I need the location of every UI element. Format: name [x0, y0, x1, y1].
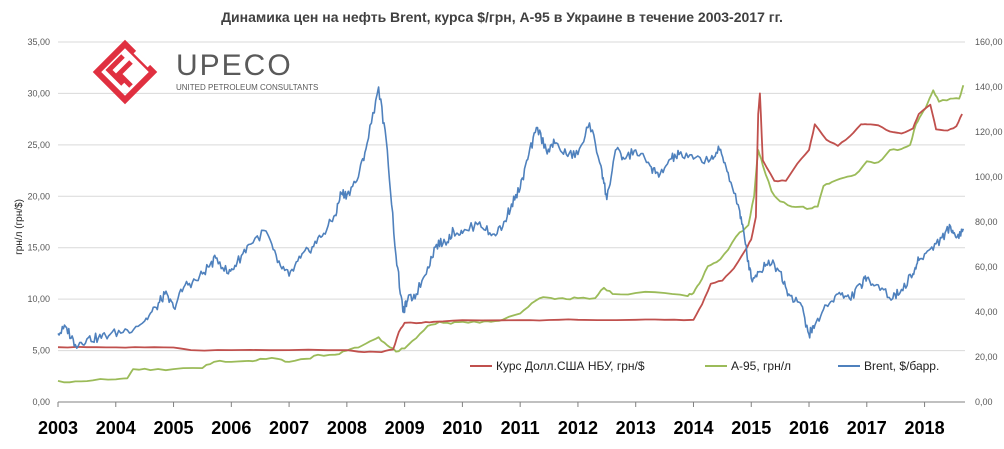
x-tick-label: 2017 [847, 418, 887, 438]
y-right-tick-label: 80,00 [975, 217, 998, 227]
legend-label: Курс Долл.США НБУ, грн/$ [496, 359, 645, 373]
series-line-1 [57, 84, 965, 384]
y-right-tick-label: 140,00 [975, 82, 1003, 92]
y-left-tick-label: 20,00 [27, 191, 50, 201]
x-tick-label: 2007 [269, 418, 309, 438]
grid-lines [58, 41, 965, 403]
y-left-tick-label: 25,00 [27, 140, 50, 150]
x-tick-label: 2012 [558, 418, 598, 438]
y-axis-left: 0,00 5,00 10,00 15,00 20,00 25,00 30,00 35,00 [27, 37, 50, 407]
series-line-2 [57, 86, 965, 349]
y-axis-right: 0,00 20,00 40,00 60,00 80,00 100,00 120,00 140,… [975, 37, 1003, 407]
x-tick-label: 2010 [442, 418, 482, 438]
y-left-tick-label: 35,00 [27, 37, 50, 47]
y-right-tick-label: 60,00 [975, 262, 998, 272]
y-right-tick-label: 160,00 [975, 37, 1003, 47]
y-right-tick-label: 20,00 [975, 352, 998, 362]
y-right-tick-label: 120,00 [975, 127, 1003, 137]
y-axis-label: грн/л (грн/$) [14, 199, 25, 255]
x-tick-label: 2014 [673, 418, 713, 438]
logo-brand: UPECO [176, 49, 293, 82]
y-right-tick-label: 40,00 [975, 307, 998, 317]
legend: Курс Долл.США НБУ, грн/$ А-95, грн/л Brent… [470, 359, 939, 373]
series-lines [57, 84, 965, 384]
upeco-logo-mark-icon [92, 39, 158, 105]
logo-subtitle: UNITED PETROLEUM CONSULTANTS [176, 83, 318, 92]
x-tick-label: 2015 [731, 418, 771, 438]
legend-label: А-95, грн/л [731, 359, 791, 373]
x-tick-label: 2009 [385, 418, 425, 438]
x-tick-label: 2013 [616, 418, 656, 438]
series-line-0 [57, 92, 963, 353]
y-right-tick-label: 0,00 [975, 397, 993, 407]
chart-title: Динамика цен на нефть Brent, курса $/грн… [221, 9, 783, 25]
x-axis: 2003 2004 2005 2006 2007 2008 2009 2010 2011 2012… [38, 402, 945, 438]
y-left-tick-label: 15,00 [27, 243, 50, 253]
y-left-tick-label: 10,00 [27, 294, 50, 304]
x-tick-label: 2018 [905, 418, 945, 438]
x-tick-label: 2004 [96, 418, 136, 438]
legend-label: Brent, $/барр. [864, 359, 939, 373]
x-tick-label: 2003 [38, 418, 78, 438]
x-tick-label: 2008 [327, 418, 367, 438]
x-tick-label: 2011 [501, 418, 540, 438]
y-left-tick-label: 0,00 [32, 397, 50, 407]
upeco-logo: UPECO UNITED PETROLEUM CONSULTANTS [92, 39, 318, 105]
y-left-tick-label: 5,00 [32, 346, 50, 356]
y-right-tick-label: 100,00 [975, 172, 1003, 182]
y-left-tick-label: 30,00 [27, 88, 50, 98]
x-tick-label: 2006 [211, 418, 251, 438]
x-tick-label: 2005 [154, 418, 194, 438]
x-tick-label: 2016 [789, 418, 829, 438]
